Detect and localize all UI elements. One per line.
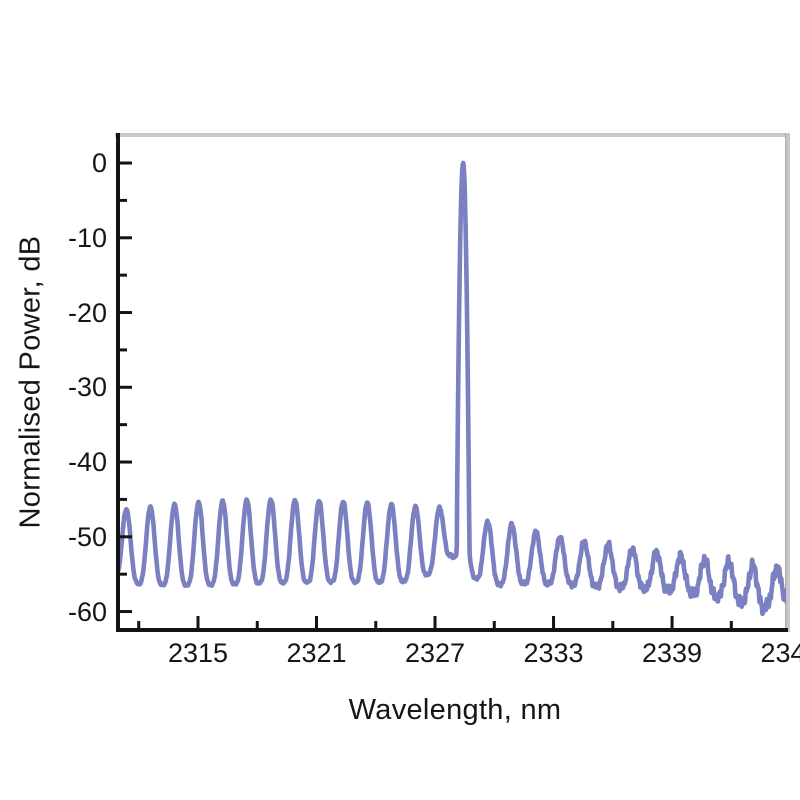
x-tick-label: 2315 bbox=[167, 638, 229, 668]
y-tick-label: -10 bbox=[67, 222, 107, 253]
x-tick-label: 2321 bbox=[286, 638, 347, 668]
axes-layer bbox=[116, 133, 788, 632]
plot-frame bbox=[115, 133, 791, 632]
y-axis-title: Normalised Power, dB bbox=[14, 235, 47, 529]
x-tick-label: 2345 bbox=[760, 638, 800, 668]
spectrum-curve bbox=[118, 160, 786, 617]
spectrum-curve-layer bbox=[118, 160, 786, 617]
y-tick-label: -60 bbox=[67, 596, 107, 627]
y-tick-label: -20 bbox=[67, 297, 107, 328]
x-tick-label: 2327 bbox=[404, 638, 466, 668]
y-tick-label: -30 bbox=[67, 372, 107, 403]
y-tick-label: -50 bbox=[67, 521, 107, 552]
y-tick-label: 0 bbox=[91, 148, 107, 179]
x-tick-label: 2339 bbox=[642, 638, 703, 668]
x-axis-title: Wavelength, nm bbox=[348, 694, 562, 726]
y-tick-label: -40 bbox=[67, 447, 107, 478]
x-tick-label: 2333 bbox=[523, 638, 584, 668]
